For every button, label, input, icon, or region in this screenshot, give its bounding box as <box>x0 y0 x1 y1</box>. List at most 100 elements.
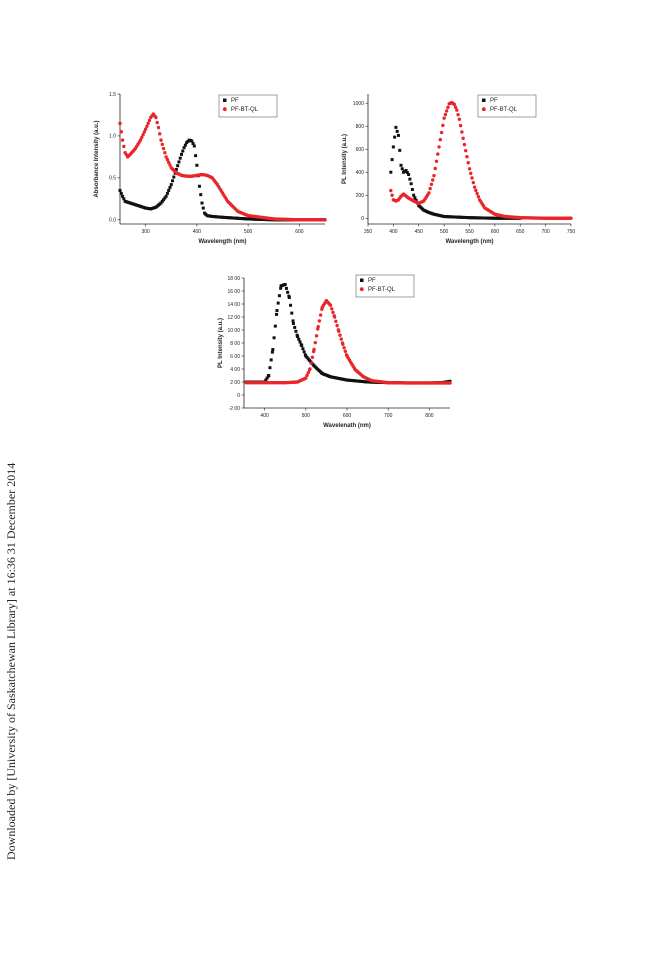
y-tick-label: 1000 <box>353 101 364 107</box>
data-point <box>169 183 173 187</box>
series-pf <box>244 283 452 385</box>
legend-marker-pf <box>482 98 486 102</box>
data-point <box>177 160 181 164</box>
data-point <box>318 313 323 317</box>
data-point <box>300 344 304 348</box>
data-point <box>569 216 573 220</box>
data-point <box>309 361 313 365</box>
y-axis-title: PL Intensity (a.u.) <box>342 134 348 184</box>
data-point <box>391 145 395 149</box>
data-point <box>168 186 172 190</box>
data-point <box>164 155 168 159</box>
legend: PF PF-BT-QL <box>355 274 415 298</box>
legend-marker-pf <box>223 98 227 102</box>
data-point <box>165 157 170 162</box>
x-tick-label: 300 <box>141 229 150 235</box>
data-point <box>314 334 319 338</box>
data-point <box>475 191 479 196</box>
y-tick-label: 16 00 <box>227 289 240 295</box>
data-point <box>143 127 148 131</box>
x-tick-label: 800 <box>425 413 434 419</box>
download-watermark-text: Downloaded by [University of Saskatchewa… <box>4 462 18 860</box>
data-point <box>301 347 305 351</box>
x-tick-label: 500 <box>302 413 311 419</box>
data-point <box>323 218 327 222</box>
data-point <box>273 324 277 328</box>
data-point <box>182 146 186 150</box>
data-point <box>119 191 123 195</box>
y-tick-label: 18 00 <box>227 276 240 282</box>
data-point <box>408 177 412 181</box>
y-tick-label: 400 <box>356 170 365 176</box>
legend-marker-pf-bt-ql <box>359 287 364 292</box>
data-point <box>342 346 346 350</box>
data-point <box>190 139 194 143</box>
y-tick-label: 800 <box>356 124 365 130</box>
data-point <box>467 167 472 171</box>
data-point <box>457 117 462 122</box>
data-point <box>118 188 122 192</box>
y-tick-label: 200 <box>356 193 365 199</box>
data-point <box>328 303 333 307</box>
data-point <box>302 350 306 354</box>
data-point <box>291 322 295 325</box>
y-tick-label: 0 <box>361 216 364 222</box>
legend-label: PF <box>231 98 239 104</box>
x-tick-label: 500 <box>440 229 449 235</box>
data-point <box>265 376 269 380</box>
data-point <box>338 333 342 337</box>
data-point <box>141 132 145 137</box>
legend-marker-pf-bt-ql <box>481 107 486 112</box>
series-pf-bt-ql <box>244 299 452 385</box>
data-point <box>168 163 172 167</box>
data-point <box>294 329 298 333</box>
data-point <box>317 319 322 323</box>
x-tick-label: 650 <box>516 229 525 235</box>
data-point <box>286 290 290 294</box>
data-point <box>163 196 167 200</box>
pl-intensity-chart-2: 400 500 600 700 800 -2 00 0 2 00 4 00 6 00 8 00 10 … <box>218 274 452 429</box>
data-point <box>277 294 281 298</box>
data-point <box>337 329 341 333</box>
legend-label: PF-BT-QL <box>368 287 396 293</box>
data-point <box>453 105 458 109</box>
data-point <box>269 358 273 362</box>
data-point <box>400 167 404 171</box>
data-point <box>118 121 122 126</box>
data-point <box>164 194 168 198</box>
data-point <box>410 187 414 191</box>
legend-box <box>355 274 415 298</box>
data-point <box>305 373 309 378</box>
data-point <box>191 141 195 145</box>
data-point <box>407 173 411 177</box>
data-point <box>160 199 164 203</box>
legend-label: PF <box>490 98 498 104</box>
data-point <box>172 175 176 179</box>
data-point <box>180 152 183 156</box>
data-point <box>272 336 276 340</box>
data-point <box>470 176 474 180</box>
x-axis-title: Wavelenath (nm) <box>323 423 371 429</box>
series-pf <box>118 138 327 222</box>
y-axis-title: PL Intensity (a.u.) <box>218 318 224 368</box>
legend: PF PF-BT-QL <box>218 94 278 118</box>
legend: PF PF-BT-QL <box>477 94 537 118</box>
y-tick-label: 1.0 <box>109 134 116 140</box>
data-point <box>155 120 159 125</box>
data-point <box>399 163 403 167</box>
data-point <box>171 179 175 183</box>
data-point <box>291 319 295 323</box>
data-point <box>390 193 394 197</box>
data-point <box>194 154 198 158</box>
data-point <box>147 118 152 123</box>
data-point <box>474 188 478 193</box>
data-point <box>119 130 123 134</box>
data-point <box>436 152 440 156</box>
y-tick-label: 0 <box>237 393 240 399</box>
data-point <box>176 164 180 168</box>
data-point <box>201 206 205 210</box>
x-axis-title: Wavelength (nm) <box>198 239 246 245</box>
x-tick-label: 750 <box>567 229 576 235</box>
data-point <box>476 194 481 199</box>
y-tick-label: 12 00 <box>227 315 240 321</box>
